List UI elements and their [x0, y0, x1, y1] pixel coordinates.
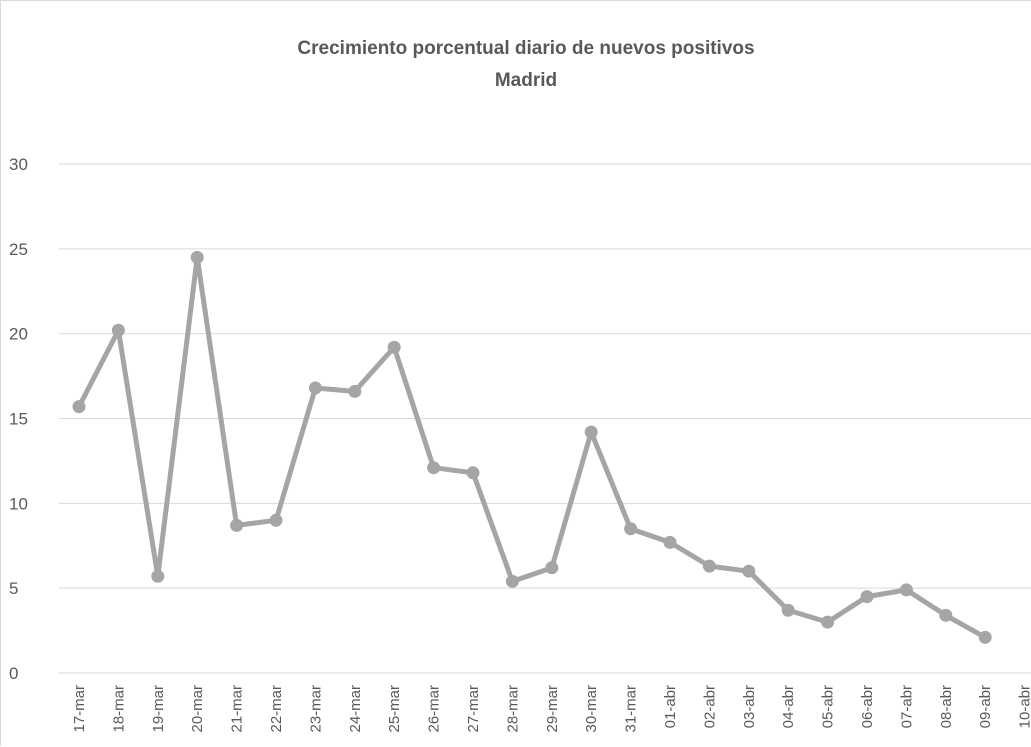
data-point [230, 518, 244, 532]
y-tick-label: 15 [9, 410, 28, 429]
data-point [702, 559, 716, 573]
x-tick-label: 22-mar [268, 685, 285, 733]
y-tick-label: 30 [9, 155, 28, 174]
x-tick-label: 05-abr [820, 685, 837, 728]
data-point [151, 569, 165, 583]
x-tick-label: 24-mar [347, 685, 364, 733]
series-group [72, 250, 992, 644]
gridlines [59, 163, 1031, 674]
x-tick-label: 17-mar [71, 685, 88, 733]
data-point [387, 340, 401, 354]
data-point [584, 425, 598, 439]
data-point [427, 461, 441, 475]
x-tick-label: 23-mar [307, 685, 324, 733]
x-tick-label: 19-mar [150, 685, 167, 733]
x-tick-label: 08-abr [938, 685, 955, 728]
data-point [348, 384, 362, 398]
data-point [742, 564, 756, 578]
x-tick-label: 04-abr [780, 685, 797, 728]
x-tick-label: 10-abr [1017, 685, 1031, 728]
x-tick-label: 29-mar [544, 685, 561, 733]
x-tick-label: 27-mar [465, 685, 482, 733]
data-point [663, 535, 677, 549]
data-point [545, 561, 559, 575]
x-tick-label: 02-abr [701, 685, 718, 728]
y-tick-label: 25 [9, 240, 28, 259]
y-axis-ticks: 0 5 10 15 20 25 30 [9, 155, 28, 683]
x-axis-ticks: 17-mar 18-mar 19-mar 20-mar 21-mar 22-mar 23-m… [71, 685, 1031, 733]
data-point [899, 583, 913, 597]
chart-title: Crecimiento porcentual diario de nuevos … [297, 38, 754, 59]
x-tick-label: 25-mar [386, 685, 403, 733]
data-point [466, 466, 480, 480]
data-point [978, 630, 992, 644]
data-point [111, 323, 125, 337]
x-tick-label: 28-mar [504, 685, 521, 733]
data-point [624, 522, 638, 536]
x-tick-label: 06-abr [859, 685, 876, 728]
data-point [939, 608, 953, 622]
data-point [821, 615, 835, 629]
y-tick-label: 0 [9, 664, 18, 683]
x-tick-label: 07-abr [898, 685, 915, 728]
data-point [860, 590, 874, 604]
y-tick-label: 5 [9, 579, 18, 598]
x-tick-label: 30-mar [583, 685, 600, 733]
series-line [76, 254, 988, 640]
data-point [308, 381, 322, 395]
x-tick-label: 26-mar [426, 685, 443, 733]
x-tick-label: 03-abr [741, 685, 758, 728]
data-point [72, 400, 86, 414]
x-tick-label: 18-mar [110, 685, 127, 733]
chart-subtitle: Madrid [495, 70, 557, 91]
x-tick-label: 01-abr [662, 685, 679, 728]
y-tick-label: 20 [9, 325, 28, 344]
x-tick-label: 20-mar [189, 685, 206, 733]
y-tick-label: 10 [9, 494, 28, 513]
data-point [190, 250, 204, 264]
data-point [781, 603, 795, 617]
x-tick-label: 21-mar [229, 685, 246, 733]
data-point [269, 513, 283, 527]
x-tick-label: 31-mar [623, 685, 640, 733]
data-point [505, 574, 519, 588]
x-tick-label: 09-abr [977, 685, 994, 728]
